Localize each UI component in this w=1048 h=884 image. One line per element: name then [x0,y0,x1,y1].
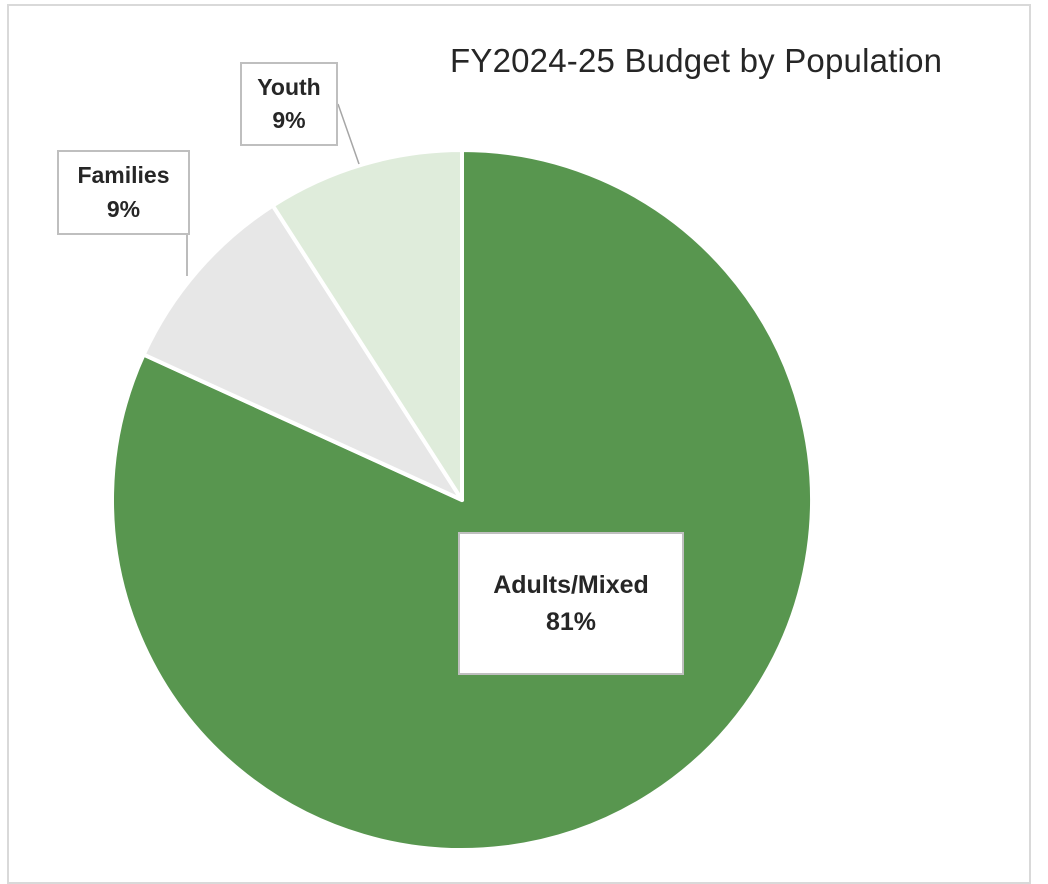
data-label-families: Families 9% [57,150,190,235]
pie-slices [110,148,814,852]
chart-title: FY2024-25 Budget by Population [450,42,943,79]
data-label-youth-name: Youth [257,73,321,100]
data-label-families-value: 9% [106,195,141,222]
data-label-youth: Youth 9% [240,62,338,146]
pie-slice-families [141,203,464,502]
leader-lines [186,103,360,276]
data-label-adults-mixed: Adults/Mixed 81% [458,532,684,675]
data-label-adults-mixed-name: Adults/Mixed [493,571,649,600]
data-label-families-name: Families [77,162,170,189]
data-label-adults-mixed-value: 81% [545,607,597,636]
data-label-youth-value: 9% [272,107,306,133]
pie-slice-youth [270,148,464,502]
leader-line-youth [337,103,360,165]
